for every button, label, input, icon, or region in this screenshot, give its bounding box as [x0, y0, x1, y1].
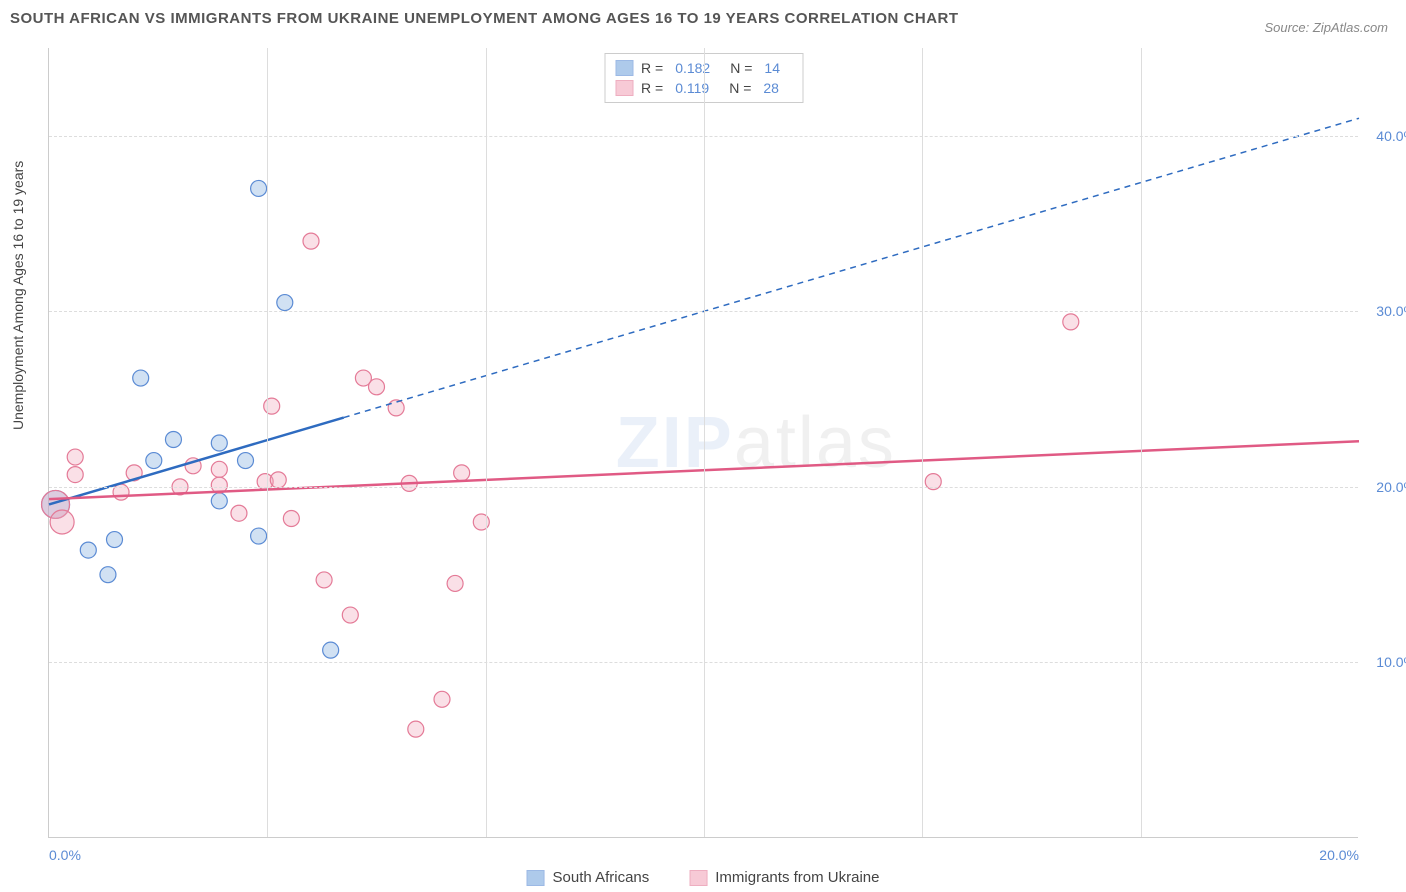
- source-label: Source: ZipAtlas.com: [1264, 20, 1388, 35]
- data-point: [133, 370, 149, 386]
- series-legend: South Africans Immigrants from Ukraine: [527, 869, 880, 886]
- data-point: [1063, 314, 1079, 330]
- data-point: [238, 453, 254, 469]
- data-point: [264, 398, 280, 414]
- data-point: [67, 449, 83, 465]
- data-point: [251, 180, 267, 196]
- data-point: [146, 453, 162, 469]
- y-tick-label: 10.0%: [1366, 654, 1406, 670]
- data-point: [283, 510, 299, 526]
- n-value: 28: [763, 80, 779, 96]
- data-point: [473, 514, 489, 530]
- data-point: [231, 505, 247, 521]
- data-point: [211, 493, 227, 509]
- data-point: [107, 532, 123, 548]
- data-point: [50, 510, 74, 534]
- data-point: [342, 607, 358, 623]
- legend-swatch: [527, 870, 545, 886]
- data-point: [454, 465, 470, 481]
- x-tick-label: 20.0%: [1319, 847, 1359, 863]
- y-tick-label: 40.0%: [1366, 128, 1406, 144]
- data-point: [388, 400, 404, 416]
- y-tick-label: 20.0%: [1366, 479, 1406, 495]
- gridline-v: [267, 48, 268, 837]
- data-point: [408, 721, 424, 737]
- plot-area: ZIPatlas R =0.182N =14R =0.119N =28 10.0…: [48, 48, 1358, 838]
- data-point: [165, 431, 181, 447]
- data-point: [434, 691, 450, 707]
- r-label: R =: [641, 80, 663, 96]
- n-label: N =: [730, 60, 752, 76]
- data-point: [211, 461, 227, 477]
- data-point: [100, 567, 116, 583]
- legend-swatch: [615, 80, 633, 96]
- data-point: [303, 233, 319, 249]
- series-legend-item: Immigrants from Ukraine: [689, 869, 879, 886]
- gridline-v: [704, 48, 705, 837]
- series-legend-item: South Africans: [527, 869, 650, 886]
- data-point: [80, 542, 96, 558]
- data-point: [251, 528, 267, 544]
- n-value: 14: [764, 60, 780, 76]
- data-point: [369, 379, 385, 395]
- gridline-v: [486, 48, 487, 837]
- r-label: R =: [641, 60, 663, 76]
- gridline-v: [1141, 48, 1142, 837]
- series-name: Immigrants from Ukraine: [715, 869, 879, 886]
- data-point: [323, 642, 339, 658]
- gridline-v: [922, 48, 923, 837]
- data-point: [67, 467, 83, 483]
- n-label: N =: [729, 80, 751, 96]
- y-axis-title: Unemployment Among Ages 16 to 19 years: [10, 161, 26, 430]
- legend-swatch: [689, 870, 707, 886]
- data-point: [277, 295, 293, 311]
- series-name: South Africans: [553, 869, 650, 886]
- legend-swatch: [615, 60, 633, 76]
- chart-title: SOUTH AFRICAN VS IMMIGRANTS FROM UKRAINE…: [10, 10, 959, 27]
- data-point: [211, 435, 227, 451]
- data-point: [316, 572, 332, 588]
- x-tick-label: 0.0%: [49, 847, 81, 863]
- y-tick-label: 30.0%: [1366, 303, 1406, 319]
- data-point: [270, 472, 286, 488]
- data-point: [447, 575, 463, 591]
- trend-line-extrapolated: [344, 118, 1359, 417]
